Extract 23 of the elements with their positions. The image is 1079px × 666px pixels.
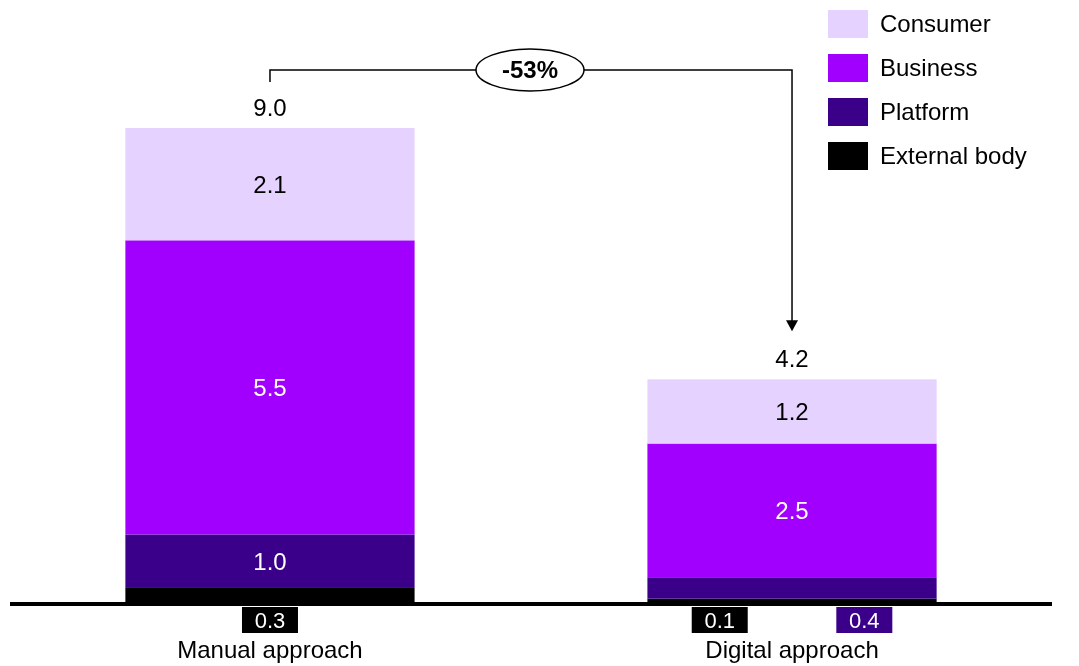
bar xyxy=(125,128,415,241)
bar xyxy=(647,443,937,578)
bar xyxy=(125,534,415,588)
bar xyxy=(125,240,415,535)
x-tick-label: Manual approach xyxy=(177,636,363,664)
data-label: 0.3 xyxy=(254,607,286,633)
bar xyxy=(647,379,937,444)
data-label: 1.0 xyxy=(253,547,287,575)
legend-label: Platform xyxy=(880,98,970,126)
data-label: 2.1 xyxy=(253,170,287,198)
data-label: 0.4 xyxy=(849,607,880,633)
data-label: 0.1 xyxy=(704,607,736,633)
legend-label: Consumer xyxy=(880,10,991,38)
data-label: 5.5 xyxy=(253,373,287,401)
x-tick-label: Digital approach xyxy=(705,636,879,664)
legend-label: Business xyxy=(880,54,978,82)
data-label: 1.2 xyxy=(775,397,809,425)
bar xyxy=(647,577,937,599)
total-label: 9.0 xyxy=(253,94,287,121)
total-label: 4.2 xyxy=(775,345,809,373)
text: -53% xyxy=(501,56,559,84)
data-label: 2.5 xyxy=(775,496,809,524)
legend-label: External body xyxy=(880,142,1027,170)
